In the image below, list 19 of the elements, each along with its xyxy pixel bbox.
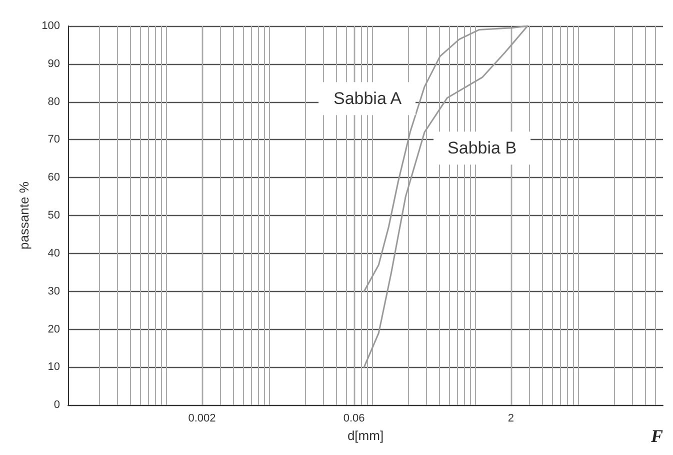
y-tick-label: 80 (48, 96, 60, 108)
x-tick-label: 0.002 (188, 412, 216, 425)
series-label: Sabbia A (333, 89, 402, 108)
y-tick-label: 100 (42, 20, 60, 32)
y-tick-label: 50 (48, 210, 60, 222)
y-tick-label: 0 (54, 399, 60, 412)
series-label: Sabbia B (448, 138, 517, 158)
x-axis-title: d[mm] (347, 428, 384, 443)
y-tick-label: 40 (48, 247, 60, 260)
text: F (650, 426, 664, 446)
x-tick-label: 2 (508, 412, 514, 425)
y-tick-label: 10 (48, 361, 60, 374)
y-tick-label: 90 (48, 58, 60, 70)
y-tick-label: 70 (48, 134, 60, 146)
y-axis-title: passante % (16, 181, 32, 250)
y-tick-label: 30 (48, 285, 60, 298)
y-tick-label: 20 (48, 323, 60, 336)
y-tick-label: 60 (48, 172, 60, 184)
x-tick-label: 0.06 (343, 412, 365, 425)
